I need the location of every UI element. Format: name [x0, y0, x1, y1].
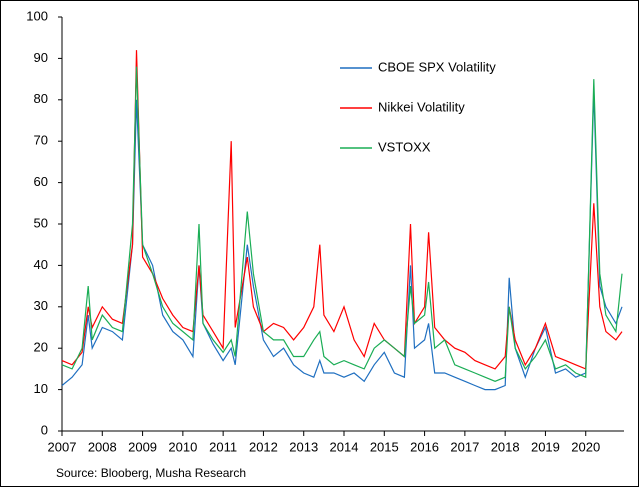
x-tick-label: 2007 — [48, 439, 77, 454]
legend-label: Nikkei Volatility — [378, 99, 465, 114]
y-tick-label: 90 — [34, 50, 48, 65]
series-line — [61, 91, 623, 391]
legend-label: CBOE SPX Volatility — [378, 59, 496, 74]
series-line — [61, 66, 623, 382]
series-line — [61, 50, 623, 370]
x-tick-label: 2013 — [289, 439, 318, 454]
y-tick-label: 50 — [34, 215, 48, 230]
x-tick-label: 2019 — [531, 439, 560, 454]
x-tick-label: 2020 — [571, 439, 600, 454]
y-tick-label: 80 — [34, 91, 48, 106]
x-tick-label: 2008 — [88, 439, 117, 454]
y-tick-label: 0 — [41, 422, 48, 437]
x-tick-label: 2016 — [410, 439, 439, 454]
y-tick-label: 100 — [26, 8, 48, 23]
x-tick-label: 2014 — [330, 439, 359, 454]
x-tick-label: 2017 — [450, 439, 479, 454]
x-tick-label: 2011 — [209, 439, 237, 454]
y-tick-label: 20 — [34, 340, 48, 355]
y-tick-label: 40 — [34, 257, 48, 272]
y-tick-label: 60 — [34, 174, 48, 189]
legend-label: VSTOXX — [378, 139, 431, 154]
x-tick-label: 2018 — [491, 439, 520, 454]
x-tick-label: 2010 — [168, 439, 197, 454]
x-tick-label: 2009 — [128, 439, 157, 454]
y-tick-label: 30 — [34, 298, 48, 313]
y-tick-label: 70 — [34, 133, 48, 148]
y-tick-label: 10 — [34, 381, 48, 396]
x-tick-label: 2012 — [249, 439, 278, 454]
x-tick-label: 2015 — [370, 439, 399, 454]
source-note: Source: Blooberg, Musha Research — [56, 466, 246, 480]
